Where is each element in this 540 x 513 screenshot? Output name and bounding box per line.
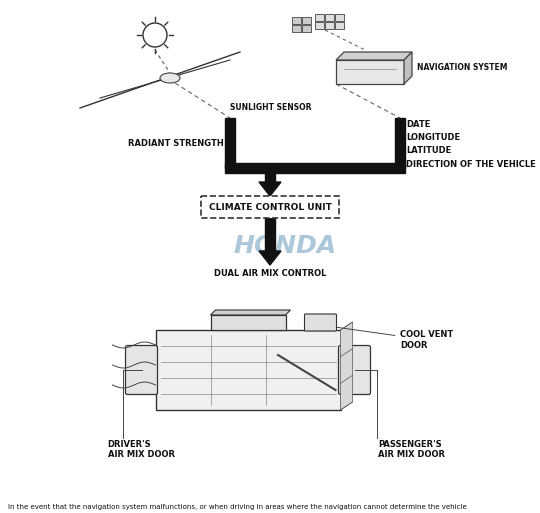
- Ellipse shape: [160, 73, 180, 83]
- Text: PASSENGER'S
AIR MIX DOOR: PASSENGER'S AIR MIX DOOR: [379, 440, 445, 460]
- Polygon shape: [211, 310, 291, 315]
- Text: NAVIGATION SYSTEM: NAVIGATION SYSTEM: [417, 64, 508, 72]
- Bar: [315, 14, 324, 21]
- Bar: [211, 315, 286, 330]
- Polygon shape: [341, 322, 353, 410]
- Bar: [325, 22, 334, 29]
- FancyBboxPatch shape: [305, 314, 336, 331]
- Bar: [335, 14, 344, 21]
- Bar: [225, 118, 235, 168]
- Bar: [302, 17, 311, 24]
- Text: SUNLIGHT SENSOR: SUNLIGHT SENSOR: [230, 104, 312, 112]
- Text: COOL VENT
DOOR: COOL VENT DOOR: [323, 325, 454, 350]
- Polygon shape: [404, 52, 412, 84]
- FancyBboxPatch shape: [125, 345, 158, 394]
- Bar: [335, 22, 344, 29]
- Text: DUAL AIR MIX CONTROL: DUAL AIR MIX CONTROL: [214, 269, 326, 278]
- Bar: [201, 196, 339, 218]
- Bar: [292, 25, 301, 32]
- FancyArrow shape: [259, 251, 281, 265]
- Text: DRIVER'S
AIR MIX DOOR: DRIVER'S AIR MIX DOOR: [107, 440, 174, 460]
- Bar: [156, 330, 341, 410]
- Bar: [325, 14, 334, 21]
- Text: RADIANT STRENGTH: RADIANT STRENGTH: [129, 139, 224, 148]
- Text: CLIMATE CONTROL UNIT: CLIMATE CONTROL UNIT: [208, 203, 332, 211]
- Bar: [302, 25, 311, 32]
- Polygon shape: [336, 52, 412, 60]
- FancyBboxPatch shape: [339, 345, 370, 394]
- Text: HONDA: HONDA: [233, 234, 336, 258]
- Bar: [315, 22, 324, 29]
- FancyArrow shape: [259, 182, 281, 196]
- Bar: [292, 17, 301, 24]
- Bar: [265, 173, 275, 182]
- Bar: [225, 163, 405, 173]
- Bar: [265, 218, 275, 251]
- Text: In the event that the navigation system malfunctions, or when driving in areas w: In the event that the navigation system …: [8, 504, 467, 513]
- Bar: [395, 118, 405, 168]
- Bar: [336, 60, 404, 84]
- Text: DATE
LONGITUDE
LATITUDE
DIRECTION OF THE VEHICLE: DATE LONGITUDE LATITUDE DIRECTION OF THE…: [406, 120, 536, 169]
